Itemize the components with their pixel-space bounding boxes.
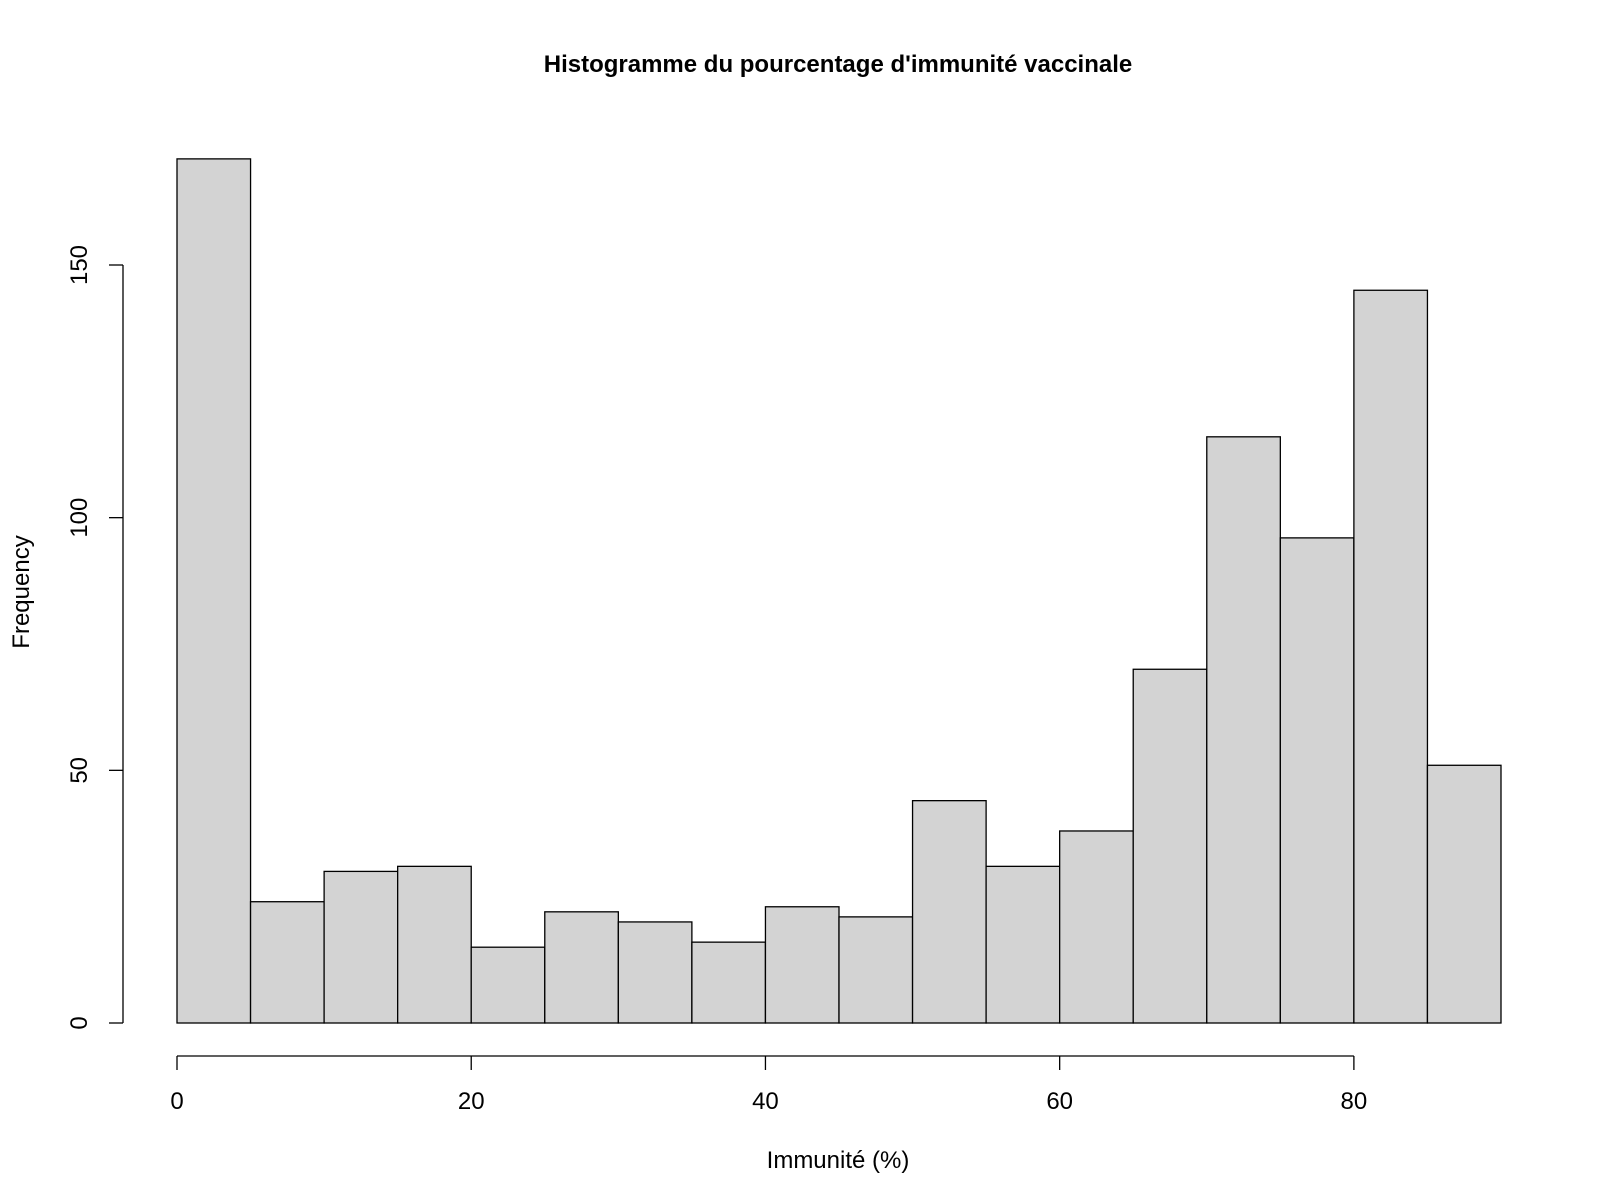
x-tick-label: 60	[1046, 1088, 1073, 1115]
y-axis: 0 50 100 150	[66, 245, 124, 1030]
y-tick-label: 0	[66, 1016, 93, 1029]
histogram-bar	[470, 946, 546, 1024]
histogram-bar	[838, 916, 914, 1024]
histogram-bar	[1426, 764, 1502, 1024]
x-axis: 0 20 40 60 80	[170, 1055, 1368, 1115]
histogram-bar	[1279, 537, 1355, 1024]
histogram-bar	[397, 865, 472, 1024]
histogram-bar	[911, 800, 987, 1024]
histogram-bar	[617, 921, 693, 1024]
x-tick-label: 0	[170, 1088, 183, 1115]
x-tick-label: 20	[458, 1088, 485, 1115]
y-tick-label: 100	[66, 498, 93, 538]
histogram-bar	[176, 158, 252, 1024]
histogram-bar	[764, 906, 840, 1024]
histogram-bar	[1059, 830, 1134, 1024]
x-tick-label: 40	[752, 1088, 779, 1115]
histogram-bar	[544, 911, 619, 1024]
y-axis-label: Frequency	[8, 535, 35, 648]
histogram-bar	[1132, 668, 1208, 1024]
y-tick-label: 150	[66, 245, 93, 285]
histogram-bar	[985, 865, 1061, 1024]
histogram-bar	[249, 901, 325, 1024]
histogram-bar	[323, 870, 399, 1024]
bars-group	[176, 158, 1502, 1024]
chart-title: Histogramme du pourcentage d'immunité va…	[544, 51, 1133, 78]
x-axis-label: Immunité (%)	[767, 1147, 910, 1174]
y-tick-label: 50	[66, 757, 93, 784]
histogram-bar	[1206, 436, 1281, 1024]
histogram-bar	[691, 941, 767, 1024]
histogram-bar	[1353, 289, 1429, 1024]
x-tick-label: 80	[1341, 1088, 1368, 1115]
